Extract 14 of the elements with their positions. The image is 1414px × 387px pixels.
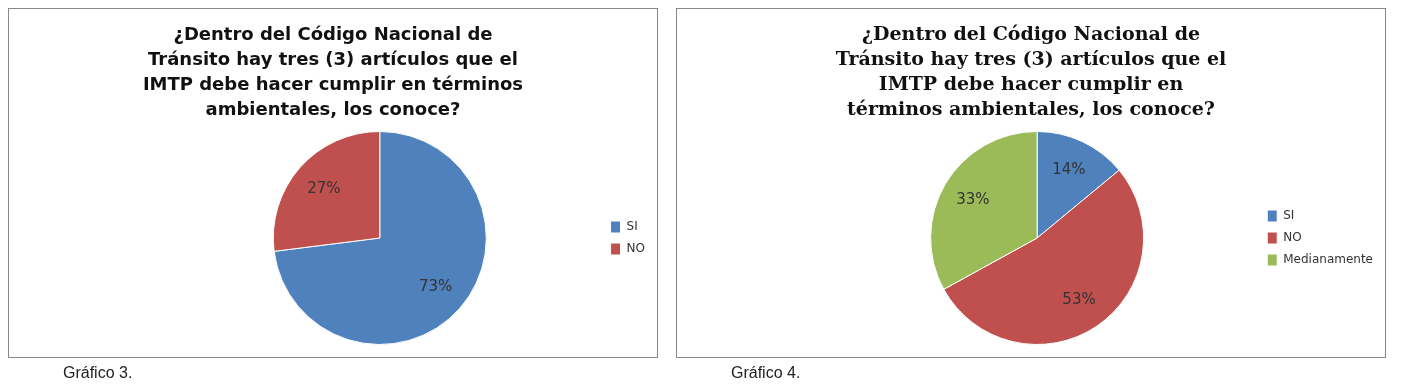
chart-title: ¿Dentro del Código Nacional de Tránsito hay tres (3) artículos que el IMTP debe hacer cumplir en términos ambientales, los conoce?	[834, 21, 1228, 121]
text: Gráfico 3.	[63, 364, 134, 382]
data-label: 33%	[956, 189, 990, 208]
legend-label: NO	[1283, 230, 1302, 245]
text: Gráfico 4.	[731, 364, 802, 382]
legend-label: Medianamente	[1283, 252, 1373, 267]
data-label: 73%	[419, 277, 453, 296]
data-label: 14%	[1052, 160, 1086, 179]
chart-title: ¿Dentro del Código Nacional de Tránsito hay tres (3) artículos que el IMTP debe hacer cumplir en términos ambientales, los conoce?	[141, 22, 525, 121]
data-label: 53%	[1062, 289, 1096, 308]
legend-label: NO	[626, 241, 645, 256]
data-label: 27%	[307, 178, 341, 197]
legend-label: SI	[1283, 208, 1295, 223]
legend-label: SI	[626, 219, 638, 234]
